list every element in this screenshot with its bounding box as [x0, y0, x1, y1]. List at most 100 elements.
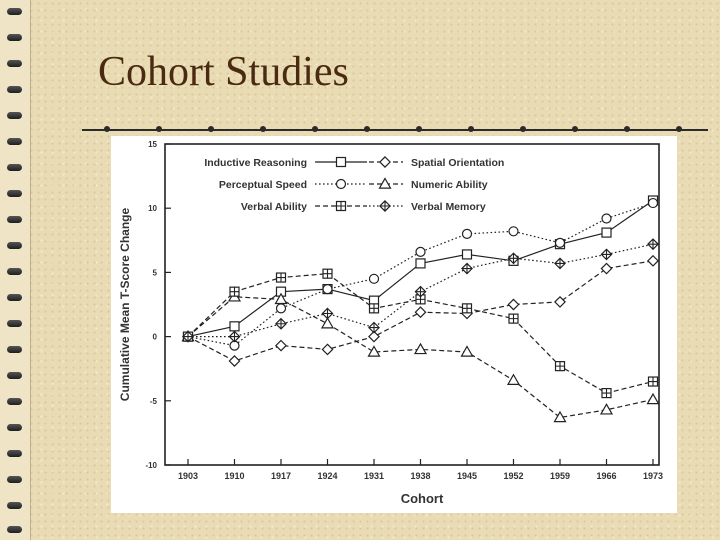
- binding-ring: [7, 526, 22, 533]
- y-tick-label: -10: [145, 461, 157, 470]
- binding-ring: [7, 476, 22, 483]
- series-marker: [335, 156, 347, 168]
- binding-ring: [7, 242, 22, 249]
- series-group: [182, 238, 659, 343]
- legend-label: Numeric Ability: [411, 179, 488, 191]
- binding-ring: [7, 320, 22, 327]
- plot-frame: [164, 143, 660, 466]
- series-marker: [508, 226, 519, 237]
- series-marker-cross: [275, 318, 287, 329]
- series-marker-cross: [648, 377, 658, 387]
- divider-dot: [572, 126, 578, 132]
- legend-label: Perceptual Speed: [219, 179, 307, 191]
- series-marker: [379, 156, 391, 168]
- spiral-binding: [0, 0, 31, 540]
- binding-ring: [7, 112, 22, 119]
- divider-dot: [520, 126, 526, 132]
- binding-ring: [7, 86, 22, 93]
- x-tick-label: 1973: [643, 471, 663, 481]
- binding-ring: [7, 398, 22, 405]
- series-marker-cross: [230, 287, 239, 297]
- series-marker: [367, 345, 381, 357]
- divider-dot: [156, 126, 162, 132]
- series-marker: [600, 262, 613, 275]
- series-group: [182, 197, 659, 351]
- x-tick-label: 1952: [503, 471, 523, 481]
- legend-entry: Verbal Ability: [241, 200, 367, 213]
- legend-label: Inductive Reasoning: [204, 157, 307, 169]
- y-tick-label: 5: [153, 268, 158, 277]
- series-marker-cross: [554, 258, 566, 269]
- series-marker: [413, 342, 428, 355]
- legend-label: Spatial Orientation: [411, 157, 504, 169]
- series-marker: [461, 228, 473, 239]
- divider-dot: [364, 126, 370, 132]
- x-tick-label: 1917: [271, 471, 291, 481]
- series-marker-cross: [368, 322, 380, 333]
- binding-ring: [7, 190, 22, 197]
- divider-dot: [208, 126, 214, 132]
- binding-ring: [7, 450, 22, 457]
- chart-panel: -10 -5 0 5 10 15 1903 1910 1917 1924 1931 1938 1945 1…: [111, 136, 677, 513]
- series-marker-cross: [415, 286, 426, 297]
- series-marker-cross: [369, 303, 379, 313]
- y-tick-label: -5: [150, 397, 158, 406]
- series-marker: [646, 392, 660, 405]
- series-marker-cross: [647, 239, 659, 250]
- x-tick-label: 1903: [178, 471, 198, 481]
- binding-ring: [7, 8, 22, 15]
- series-marker-cross: [322, 308, 333, 319]
- series-marker: [414, 306, 427, 319]
- series-marker: [506, 373, 521, 385]
- series-marker: [601, 213, 612, 224]
- binding-ring: [7, 424, 22, 431]
- series-marker: [415, 258, 426, 269]
- binding-ring: [7, 138, 22, 145]
- y-tick-label: 15: [148, 140, 157, 149]
- x-tick-label: 1966: [596, 471, 616, 481]
- series-marker-cross: [555, 361, 565, 371]
- legend-entry: Verbal Memory: [369, 200, 486, 213]
- series-marker: [553, 410, 567, 423]
- x-tick-label: 1945: [457, 471, 477, 481]
- series-marker-cross: [462, 303, 472, 313]
- series-marker: [229, 321, 240, 332]
- x-tick-label: 1959: [550, 471, 570, 481]
- series-marker: [647, 197, 659, 209]
- y-tick-label: 0: [153, 333, 158, 342]
- binding-ring: [7, 268, 22, 275]
- series-marker-cross: [602, 388, 611, 398]
- x-tick-label: 1931: [364, 471, 384, 481]
- series-marker-cross: [336, 201, 346, 211]
- series-marker-cross: [601, 249, 612, 260]
- series-marker: [599, 403, 614, 415]
- series-marker: [320, 317, 335, 329]
- series-marker: [647, 254, 659, 267]
- series-marker: [507, 298, 520, 311]
- binding-ring: [7, 164, 22, 171]
- divider-dot: [416, 126, 422, 132]
- slide-title: Cohort Studies: [98, 49, 349, 95]
- legend-entry: Spatial Orientation: [369, 156, 504, 169]
- series-marker-cross: [182, 331, 194, 342]
- binding-ring: [7, 346, 22, 353]
- binding-ring: [7, 216, 22, 223]
- divider-dot: [624, 126, 630, 132]
- x-tick-label: 1938: [410, 471, 430, 481]
- binding-ring: [7, 34, 22, 41]
- y-axis-title: Cumulative Mean T-Score Change: [118, 207, 132, 401]
- series-marker-cross: [508, 253, 519, 264]
- series-marker: [378, 177, 392, 189]
- series-marker: [322, 283, 333, 295]
- series-marker-cross: [379, 200, 391, 212]
- series-marker: [554, 237, 566, 248]
- series-marker: [601, 227, 612, 238]
- line-chart: -10 -5 0 5 10 15 1903 1910 1917 1924 1931 1938 1945 1…: [118, 140, 663, 506]
- series-marker-cross: [461, 263, 473, 274]
- divider-dot: [104, 126, 110, 132]
- x-axis-title: Cohort: [401, 491, 444, 506]
- x-tick-label: 1910: [224, 471, 244, 481]
- series-marker-cross: [509, 314, 518, 324]
- title-divider: [82, 126, 708, 132]
- series-marker: [368, 273, 380, 284]
